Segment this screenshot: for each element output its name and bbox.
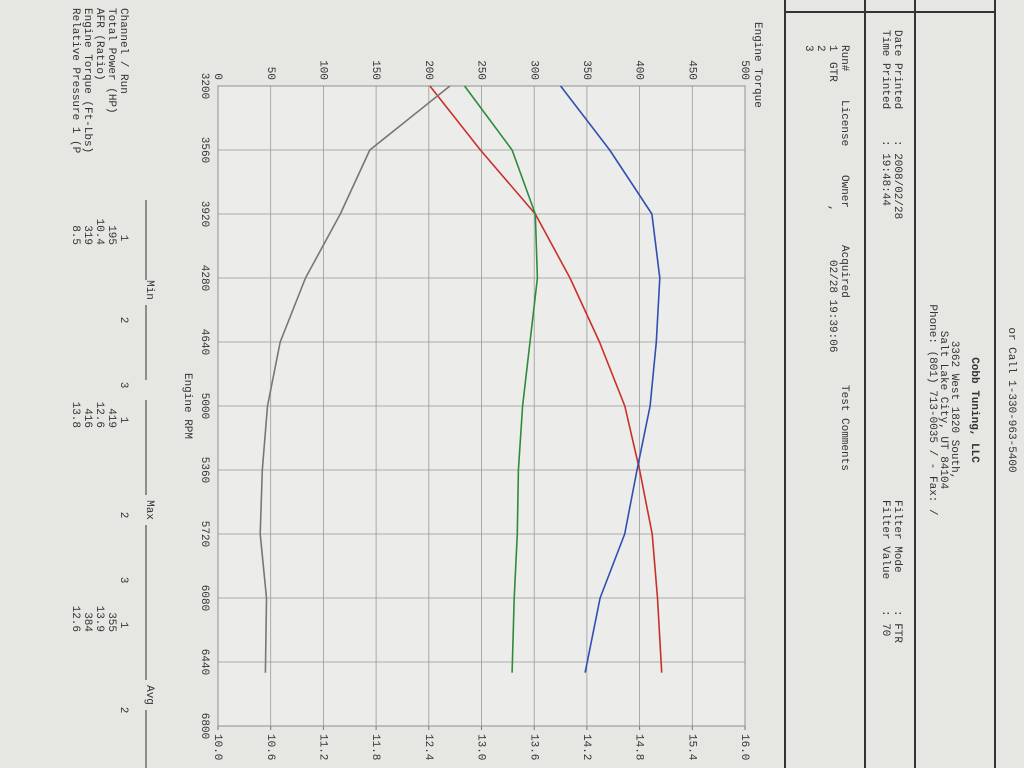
y-tick-label: 0 — [211, 73, 223, 80]
stats-value: 13.8 — [69, 402, 81, 428]
y2-tick-label: 16.0 — [738, 734, 750, 760]
stats-value: 355 — [105, 612, 117, 632]
stats-header: Channel / Run — [117, 8, 129, 94]
company-name: Cobb Tuning, LLC — [968, 357, 980, 463]
series-line — [429, 85, 663, 673]
x-tick-label: 6440 — [198, 649, 210, 675]
stats-group: Min — [143, 280, 155, 300]
y-tick-label: 50 — [264, 67, 276, 80]
x-tick-label: 4640 — [198, 329, 210, 355]
run-column: License — [838, 100, 850, 146]
stats-run: 1 — [117, 235, 129, 242]
y2-tick-label: 11.8 — [369, 734, 381, 760]
stats-label: Total Power (HP) — [105, 8, 117, 114]
run-cell: 02/28 19:39:06 — [826, 260, 838, 352]
y-tick-label: 300 — [527, 60, 539, 80]
y2-tick-label: 14.2 — [580, 734, 592, 760]
y-tick-label: 500 — [738, 60, 750, 80]
run-column: Acquired — [838, 245, 850, 298]
stats-value: 10.4 — [93, 219, 105, 246]
field-label: Date Printed — [891, 30, 903, 109]
stats-value: 12.6 — [69, 606, 81, 632]
x-tick-label: 6800 — [198, 713, 210, 739]
field-value: : FTR — [891, 610, 903, 643]
x-tick-label: 5000 — [198, 393, 210, 419]
run-cell: 2 — [814, 45, 826, 52]
x-tick-label: 3560 — [198, 137, 210, 163]
y2-tick-label: 13.0 — [475, 734, 487, 760]
y2-tick-label: 11.2 — [316, 734, 328, 760]
field-value: : 2008/02/28 — [891, 140, 903, 219]
y-tick-label: 400 — [633, 60, 645, 80]
x-tick-label: 5720 — [198, 521, 210, 547]
field-label: Filter Value — [879, 500, 891, 579]
call-text: or Call 1-330-963-5400 — [1005, 327, 1017, 472]
address-line: Salt Lake City, UT 84104 — [937, 331, 949, 490]
stats-group: Avg — [143, 685, 155, 705]
stats-value: 12.6 — [93, 402, 105, 428]
x-tick-label: 3200 — [198, 73, 210, 99]
stats-run: 3 — [117, 382, 129, 389]
address-line: Phone: (801) 713-0035 / - Fax: / — [926, 304, 938, 515]
x-axis-title: Engine RPM — [181, 373, 193, 439]
stats-value: 319 — [81, 225, 93, 245]
y2-tick-label: 13.6 — [527, 734, 539, 760]
field-label: Time Printed — [879, 30, 891, 109]
stats-value: 384 — [81, 612, 93, 632]
address-line: 3362 West 1820 South, — [948, 341, 960, 480]
y2-tick-label: 12.4 — [422, 734, 434, 761]
y-tick-label: 350 — [580, 60, 592, 80]
run-column: Test Comments — [838, 385, 850, 471]
y-tick-label: 200 — [422, 60, 434, 80]
y-tick-label: 100 — [316, 60, 328, 80]
y-tick-label: 450 — [685, 60, 697, 80]
stats-label: Engine Torque (Ft-Lbs) — [81, 8, 93, 153]
field-value: : 70 — [879, 610, 891, 636]
x-tick-label: 6080 — [198, 585, 210, 611]
stats-run: 2 — [117, 317, 129, 324]
stats-run: 3 — [117, 577, 129, 584]
stats-run: 1 — [117, 417, 129, 424]
field-value: : 19:48:44 — [879, 140, 891, 206]
run-column: Owner — [838, 175, 850, 208]
stats-value: 416 — [81, 408, 93, 428]
y-tick-label: 150 — [369, 60, 381, 80]
x-tick-label: 3920 — [198, 201, 210, 227]
field-label: Filter Mode — [891, 500, 903, 573]
stats-run: 2 — [117, 512, 129, 519]
stats-value: 8.5 — [69, 225, 81, 245]
y-axis-title: Engine Torque — [751, 22, 763, 108]
y2-tick-label: 15.4 — [685, 734, 697, 761]
stats-value: 419 — [105, 408, 117, 428]
stats-value: 195 — [105, 225, 117, 245]
y-tick-label: 250 — [475, 60, 487, 80]
x-tick-label: 4280 — [198, 265, 210, 291]
stats-run: 1 — [117, 622, 129, 629]
stats-label: Relative Pressure 1 (P — [69, 8, 81, 154]
series-line — [259, 85, 451, 673]
stats-value: 13.9 — [93, 606, 105, 632]
run-column: Run# — [838, 45, 850, 72]
y2-tick-label: 10.0 — [211, 734, 223, 760]
stats-label: AFR (Ratio) — [93, 8, 105, 81]
stats-run: 2 — [117, 707, 129, 714]
y2-tick-label: 10.6 — [264, 734, 276, 760]
series-line — [463, 85, 539, 673]
stats-group: Max — [143, 500, 155, 520]
y2-tick-label: 14.8 — [633, 734, 645, 760]
run-cell: 3 — [802, 45, 814, 52]
run-cell: 1 — [826, 45, 838, 52]
x-tick-label: 5360 — [198, 457, 210, 483]
run-cell: GTR — [826, 62, 838, 82]
series-line — [559, 85, 661, 673]
run-cell: , — [826, 205, 838, 212]
